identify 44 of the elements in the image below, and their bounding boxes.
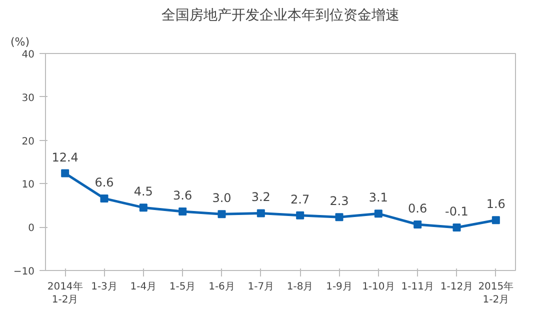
y-tick-label: 40 — [22, 50, 35, 60]
data-label: 1.6 — [486, 197, 506, 212]
data-label: 2.7 — [290, 192, 310, 206]
point — [178, 207, 187, 216]
point — [61, 169, 70, 178]
x-tick-label: 1-6月 — [208, 282, 235, 292]
data-label: 6.6 — [94, 175, 114, 190]
x-tick-label: 1-5月 — [169, 282, 196, 292]
point — [492, 216, 500, 224]
point — [414, 220, 422, 228]
chart-title: 全国房地产开发企业本年到位资金增速 — [162, 8, 400, 24]
point — [452, 224, 461, 232]
point — [139, 204, 148, 212]
y-tick-label: 0 — [28, 223, 35, 234]
x-tick-label: 1-12月 — [440, 282, 474, 292]
point — [218, 210, 226, 218]
y-axis-title: (%) — [10, 36, 30, 48]
y-tick-label: 30 — [22, 92, 35, 104]
data-label: 0.6 — [408, 201, 428, 216]
data-label: 3.6 — [173, 188, 192, 202]
y-tick-label: −10 — [13, 266, 35, 278]
data-label: 3.2 — [251, 190, 270, 204]
x-tick-label: 1-3月 — [91, 282, 118, 292]
point — [256, 209, 265, 218]
x-tick-label: 2014年 1-2月 — [47, 280, 83, 306]
data-label: 2.3 — [330, 194, 349, 208]
point — [374, 210, 382, 218]
y-tick-label: 20 — [22, 136, 35, 148]
data-label: 12.4 — [52, 150, 78, 164]
x-tick-label: 1-11月 — [401, 282, 434, 292]
y-tick-label: 10 — [22, 180, 35, 191]
data-label: -0.1 — [445, 204, 468, 219]
point — [100, 194, 108, 202]
data-label: 3.0 — [212, 191, 232, 206]
x-tick-label: 1-10月 — [362, 282, 395, 292]
point — [335, 213, 344, 222]
x-tick-label: 1-9月 — [326, 282, 352, 292]
x-tick-label: 1-7月 — [248, 282, 274, 292]
x-tick-label: 2015年 1-2月 — [478, 280, 514, 306]
data-label: 3.1 — [368, 190, 388, 205]
x-tick-label: 1-8月 — [286, 282, 314, 292]
x-tick-label: 1-4月 — [130, 282, 157, 292]
point — [296, 211, 304, 220]
data-label: 4.5 — [134, 184, 153, 199]
